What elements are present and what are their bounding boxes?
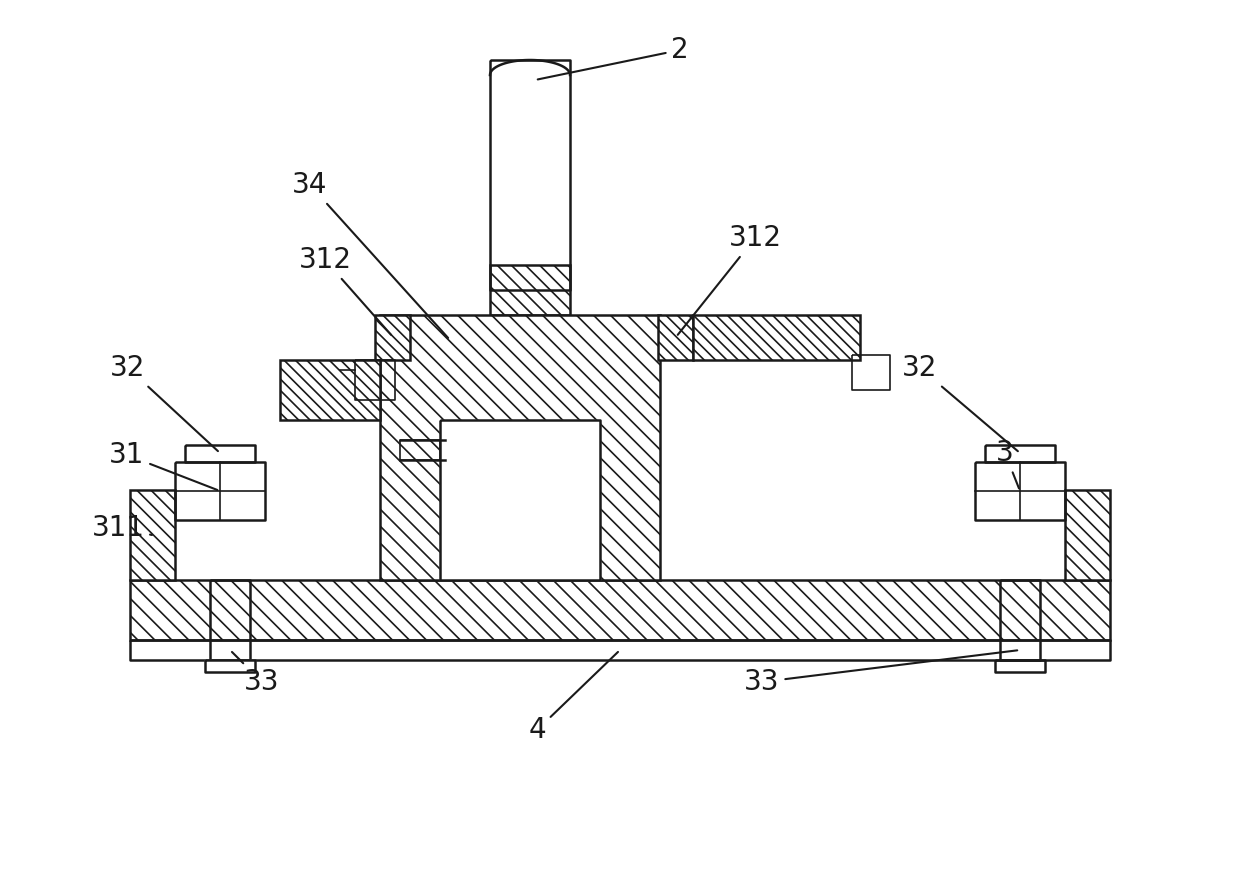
Polygon shape xyxy=(130,580,1110,640)
Text: 3: 3 xyxy=(996,439,1019,488)
Text: 32: 32 xyxy=(903,354,1018,451)
Text: 312: 312 xyxy=(678,224,781,335)
Text: 311: 311 xyxy=(92,514,153,542)
Text: 312: 312 xyxy=(299,246,391,335)
Text: 34: 34 xyxy=(293,171,448,338)
Text: 33: 33 xyxy=(232,652,280,696)
Polygon shape xyxy=(280,360,379,420)
Polygon shape xyxy=(379,315,660,580)
Polygon shape xyxy=(130,490,175,580)
Text: 33: 33 xyxy=(744,651,1017,696)
Text: 2: 2 xyxy=(538,36,688,80)
Polygon shape xyxy=(1065,490,1110,580)
Text: 4: 4 xyxy=(528,652,618,744)
Polygon shape xyxy=(374,315,410,360)
Polygon shape xyxy=(693,315,861,360)
Polygon shape xyxy=(658,315,693,360)
Text: 32: 32 xyxy=(110,354,218,451)
Polygon shape xyxy=(490,265,570,315)
Text: 31: 31 xyxy=(109,441,217,490)
